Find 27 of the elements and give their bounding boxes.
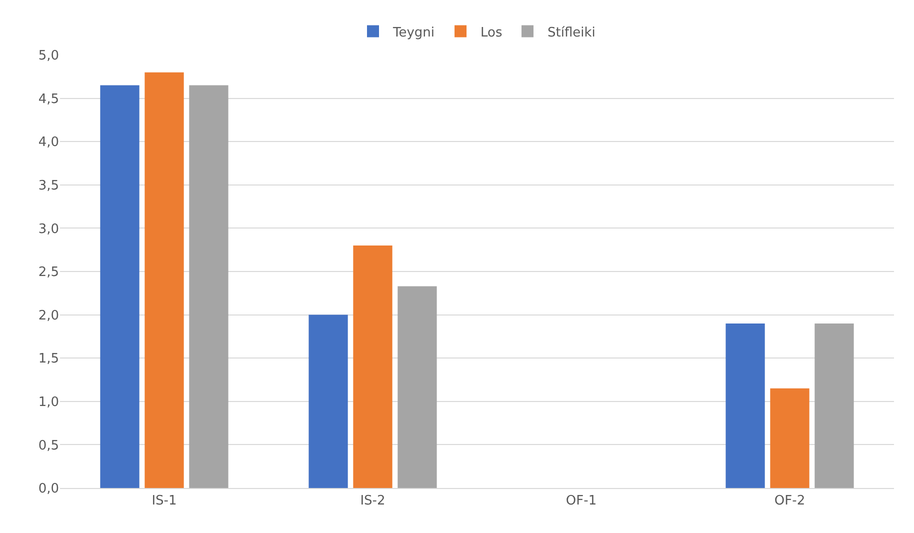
- bar: [144, 72, 184, 488]
- legend-label: Los: [480, 25, 502, 40]
- y-tick-label: 3,5: [38, 178, 59, 194]
- y-tick-label: 4,5: [38, 92, 59, 107]
- bar: [770, 388, 810, 488]
- x-tick-label: IS-1: [152, 494, 177, 509]
- bar: [814, 323, 854, 488]
- y-tick-label: 4,0: [38, 135, 59, 150]
- y-tick-label: 1,5: [38, 352, 59, 367]
- y-tick-label: 2,0: [38, 308, 59, 324]
- legend-label: Stífleiki: [548, 25, 596, 40]
- y-tick-label: 2,5: [38, 265, 59, 280]
- x-tick-label: IS-2: [360, 494, 386, 509]
- y-tick-label: 0,5: [38, 438, 59, 454]
- x-tick-label: OF-2: [774, 494, 806, 509]
- bar: [308, 314, 348, 488]
- y-tick-label: 3,0: [38, 222, 59, 237]
- legend-label: Teygni: [392, 25, 435, 40]
- y-tick-label: 5,0: [38, 48, 59, 64]
- x-tick-label: OF-1: [566, 494, 597, 509]
- y-tick-label: 0,0: [38, 482, 59, 497]
- bar: [726, 323, 765, 488]
- bar: [353, 246, 392, 488]
- bar: [398, 286, 437, 488]
- bar: [189, 85, 228, 488]
- y-tick-label: 1,0: [38, 394, 59, 410]
- bar: [100, 85, 140, 488]
